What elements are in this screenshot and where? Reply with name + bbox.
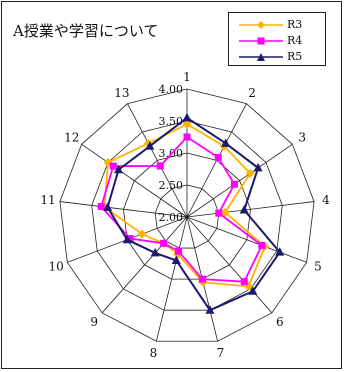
- chart-title: A授業や学習について: [13, 22, 159, 40]
- data-point-r5: [182, 112, 192, 122]
- grid-spoke: [101, 216, 188, 314]
- data-point-r5: [275, 247, 285, 256]
- data-point-r4: [198, 275, 206, 283]
- grid-spoke: [186, 143, 293, 218]
- data-point-r4: [97, 203, 105, 211]
- legend-item-r4: R4: [229, 33, 325, 49]
- data-point-r4: [230, 180, 238, 188]
- grid-ring: [91, 120, 283, 311]
- tick-label: 3.50: [159, 115, 184, 128]
- legend-item-r3: R3: [229, 17, 325, 33]
- data-point-r3: [137, 229, 147, 239]
- data-point-r5: [114, 164, 124, 174]
- axis-label: 10: [48, 260, 63, 274]
- grid-spoke: [155, 216, 188, 342]
- axis-label: 7: [217, 346, 225, 360]
- data-point-r4: [214, 153, 222, 161]
- axis-label: 3: [298, 130, 306, 144]
- grid-spoke: [81, 143, 188, 218]
- grid-spoke: [186, 201, 315, 218]
- legend-item-r5: R5: [229, 49, 325, 65]
- grid-spoke: [186, 216, 307, 263]
- data-point-r5: [248, 286, 258, 295]
- legend-label-r5: R5: [287, 50, 303, 63]
- axis-label: 5: [314, 260, 322, 274]
- legend: R3 R4 R5: [228, 12, 326, 66]
- data-point-r5: [103, 202, 113, 211]
- axis-label: 6: [276, 315, 284, 329]
- data-point-r4: [215, 209, 223, 217]
- series-line-r3: [103, 123, 266, 288]
- tick-label: 2.00: [159, 211, 184, 224]
- axis-label: 11: [40, 193, 55, 207]
- data-point-r4: [258, 241, 266, 249]
- data-point-r4: [156, 162, 164, 170]
- axis-label: 4: [322, 193, 330, 207]
- data-point-r5: [145, 141, 155, 150]
- data-point-r3: [220, 207, 230, 217]
- data-point-r4: [183, 133, 191, 141]
- tick-label: 4.00: [159, 83, 184, 96]
- data-point-r4: [160, 239, 168, 247]
- tick-label: 2.50: [159, 179, 184, 192]
- grid-ring: [59, 88, 315, 342]
- grid-spoke: [127, 103, 188, 218]
- data-point-r4: [109, 162, 117, 170]
- data-point-r4: [240, 278, 248, 286]
- axis-label: 1: [183, 70, 191, 84]
- data-point-r5: [253, 162, 263, 172]
- data-point-r5: [221, 138, 231, 147]
- data-point-r3: [182, 119, 192, 129]
- legend-swatch-r5: [239, 53, 283, 61]
- grid-spoke: [59, 201, 188, 218]
- data-point-r4: [126, 235, 134, 243]
- data-point-r4: [175, 247, 183, 255]
- data-point-r5: [122, 234, 132, 244]
- data-point-r5: [239, 205, 249, 214]
- data-point-r3: [245, 168, 255, 178]
- axis-label: 12: [64, 130, 79, 144]
- data-point-r5: [205, 305, 215, 314]
- axis-label: 13: [114, 86, 129, 100]
- legend-label-r3: R3: [287, 18, 303, 31]
- grid-spoke: [186, 216, 273, 314]
- axis-label: 2: [248, 86, 256, 100]
- series-line-r5: [106, 116, 282, 312]
- series-line-r4: [100, 135, 263, 283]
- data-point-r5: [150, 247, 160, 257]
- legend-swatch-r3: [239, 21, 283, 29]
- axis-label: 8: [150, 346, 158, 360]
- legend-label-r4: R4: [287, 34, 303, 47]
- legend-swatch-r4: [239, 37, 283, 45]
- data-point-r5: [171, 255, 181, 264]
- axis-label: 9: [90, 315, 98, 329]
- grid-ring: [154, 184, 220, 249]
